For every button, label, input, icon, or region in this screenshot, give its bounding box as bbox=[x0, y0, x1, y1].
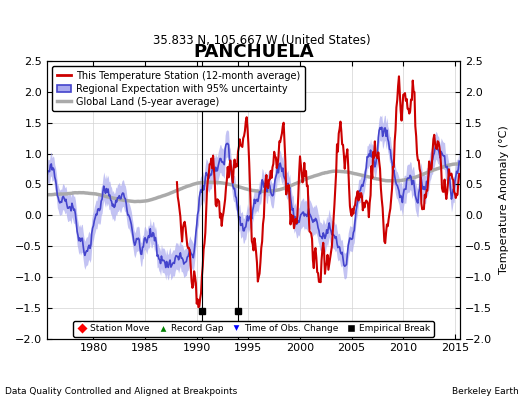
Text: 35.833 N, 105.667 W (United States): 35.833 N, 105.667 W (United States) bbox=[153, 34, 371, 47]
Title: PANCHUELA: PANCHUELA bbox=[193, 43, 314, 61]
Y-axis label: Temperature Anomaly (°C): Temperature Anomaly (°C) bbox=[499, 126, 509, 274]
Text: Berkeley Earth: Berkeley Earth bbox=[452, 387, 519, 396]
Legend: Station Move, Record Gap, Time of Obs. Change, Empirical Break: Station Move, Record Gap, Time of Obs. C… bbox=[73, 321, 434, 337]
Text: Data Quality Controlled and Aligned at Breakpoints: Data Quality Controlled and Aligned at B… bbox=[5, 387, 237, 396]
